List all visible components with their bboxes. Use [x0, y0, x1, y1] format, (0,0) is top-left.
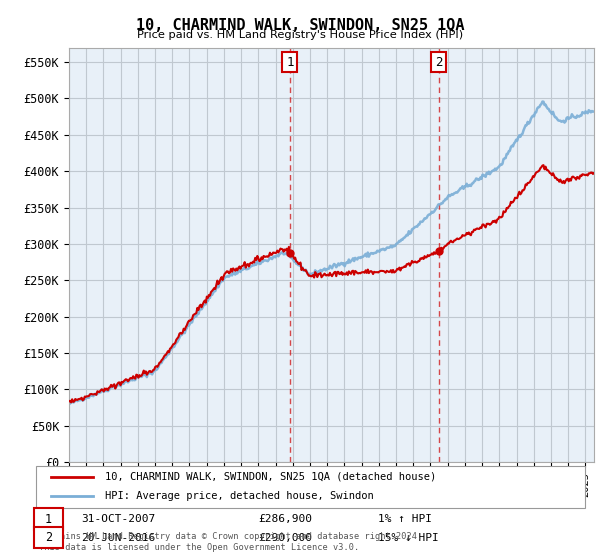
Text: Contains HM Land Registry data © Crown copyright and database right 2024.
This d: Contains HM Land Registry data © Crown c… [39, 532, 422, 552]
Text: HPI: Average price, detached house, Swindon: HPI: Average price, detached house, Swin… [105, 491, 374, 501]
Text: 10, CHARMIND WALK, SWINDON, SN25 1QA: 10, CHARMIND WALK, SWINDON, SN25 1QA [136, 18, 464, 33]
Text: 31-OCT-2007: 31-OCT-2007 [81, 514, 155, 524]
Text: £290,000: £290,000 [258, 533, 312, 543]
Text: 10, CHARMIND WALK, SWINDON, SN25 1QA (detached house): 10, CHARMIND WALK, SWINDON, SN25 1QA (de… [105, 472, 436, 482]
Text: 1: 1 [45, 512, 52, 526]
Text: Price paid vs. HM Land Registry's House Price Index (HPI): Price paid vs. HM Land Registry's House … [137, 30, 463, 40]
Text: 1% ↑ HPI: 1% ↑ HPI [378, 514, 432, 524]
Text: 15% ↓ HPI: 15% ↓ HPI [378, 533, 439, 543]
Text: 2: 2 [435, 55, 442, 69]
Text: 2: 2 [45, 531, 52, 544]
Text: £286,900: £286,900 [258, 514, 312, 524]
Text: 20-JUN-2016: 20-JUN-2016 [81, 533, 155, 543]
Text: 1: 1 [286, 55, 293, 69]
